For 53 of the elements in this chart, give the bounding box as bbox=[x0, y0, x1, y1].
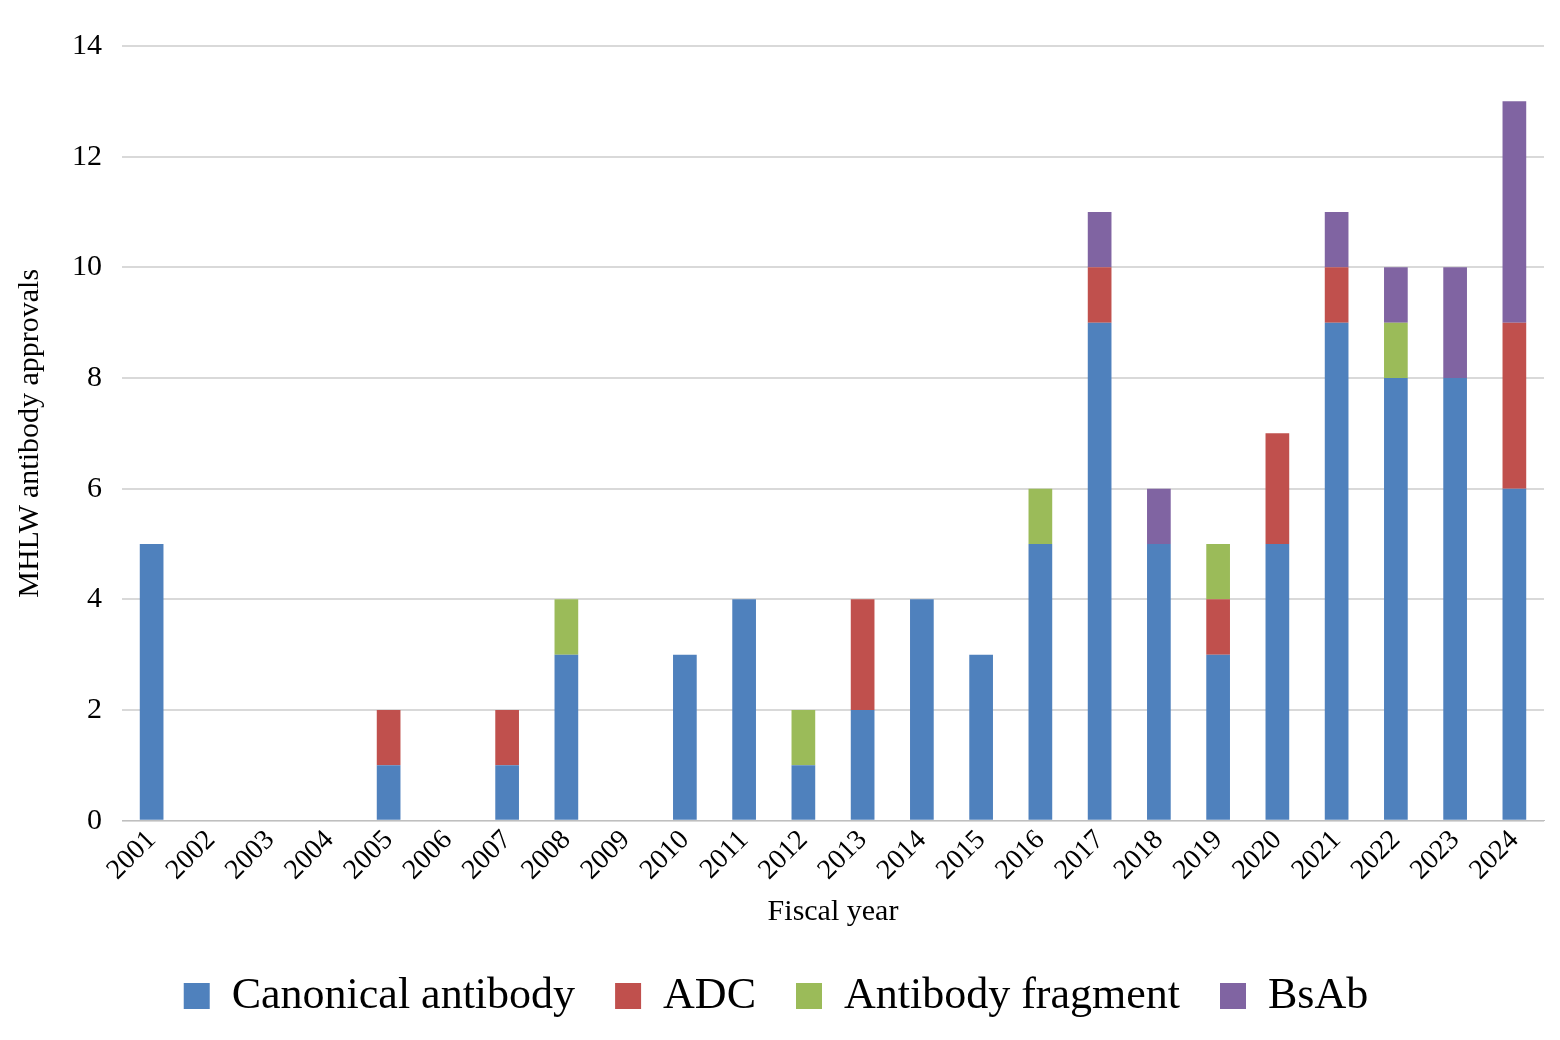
bar bbox=[969, 654, 993, 820]
bar bbox=[1028, 543, 1053, 820]
x-axis-title: Fiscal year bbox=[767, 892, 899, 926]
bar bbox=[139, 543, 164, 820]
y-tick-label: 6 bbox=[87, 469, 102, 503]
bar bbox=[1384, 377, 1408, 820]
bar bbox=[1206, 543, 1230, 600]
y-tick-label: 14 bbox=[72, 26, 102, 60]
bar bbox=[1324, 212, 1349, 268]
bar bbox=[376, 709, 401, 766]
bar bbox=[376, 765, 401, 820]
x-tick-label: 2011 bbox=[692, 823, 754, 884]
bar bbox=[1087, 322, 1112, 820]
bar bbox=[1502, 488, 1527, 820]
bar bbox=[1087, 267, 1112, 323]
y-axis-title: MHLW antibody approvals bbox=[10, 268, 44, 598]
bar bbox=[495, 765, 519, 820]
y-tick-label: 0 bbox=[87, 801, 102, 835]
bar bbox=[1265, 543, 1290, 820]
bar bbox=[673, 654, 697, 820]
bar bbox=[791, 709, 816, 766]
bar bbox=[850, 709, 875, 820]
y-tick-label: 10 bbox=[72, 248, 102, 282]
bar bbox=[732, 599, 756, 820]
bar bbox=[1206, 599, 1230, 655]
bar bbox=[1384, 322, 1408, 378]
bar bbox=[910, 599, 934, 820]
bar bbox=[1028, 488, 1053, 544]
bar bbox=[791, 765, 816, 820]
bar bbox=[850, 599, 875, 710]
y-tick-label: 2 bbox=[87, 690, 102, 724]
bar bbox=[1324, 267, 1349, 323]
bar bbox=[495, 709, 519, 766]
legend-label: ADC bbox=[663, 968, 756, 1018]
y-tick-label: 4 bbox=[87, 580, 102, 614]
bar bbox=[1443, 267, 1467, 378]
bar bbox=[1087, 212, 1112, 268]
legend-label: BsAb bbox=[1268, 968, 1369, 1018]
bar bbox=[1502, 322, 1527, 489]
bar bbox=[1147, 488, 1171, 544]
legend-label: Canonical antibody bbox=[231, 968, 576, 1018]
bar bbox=[1502, 101, 1527, 323]
bar bbox=[1384, 267, 1408, 323]
bar bbox=[1324, 322, 1349, 820]
bar bbox=[1443, 377, 1467, 820]
y-tick-label: 8 bbox=[87, 358, 102, 392]
bar bbox=[554, 654, 579, 820]
legend-label: Antibody fragment bbox=[843, 968, 1181, 1018]
bar bbox=[1147, 543, 1171, 820]
bar bbox=[1206, 654, 1230, 820]
y-tick-label: 12 bbox=[72, 137, 102, 171]
bar bbox=[1265, 433, 1290, 544]
bar bbox=[554, 599, 579, 655]
